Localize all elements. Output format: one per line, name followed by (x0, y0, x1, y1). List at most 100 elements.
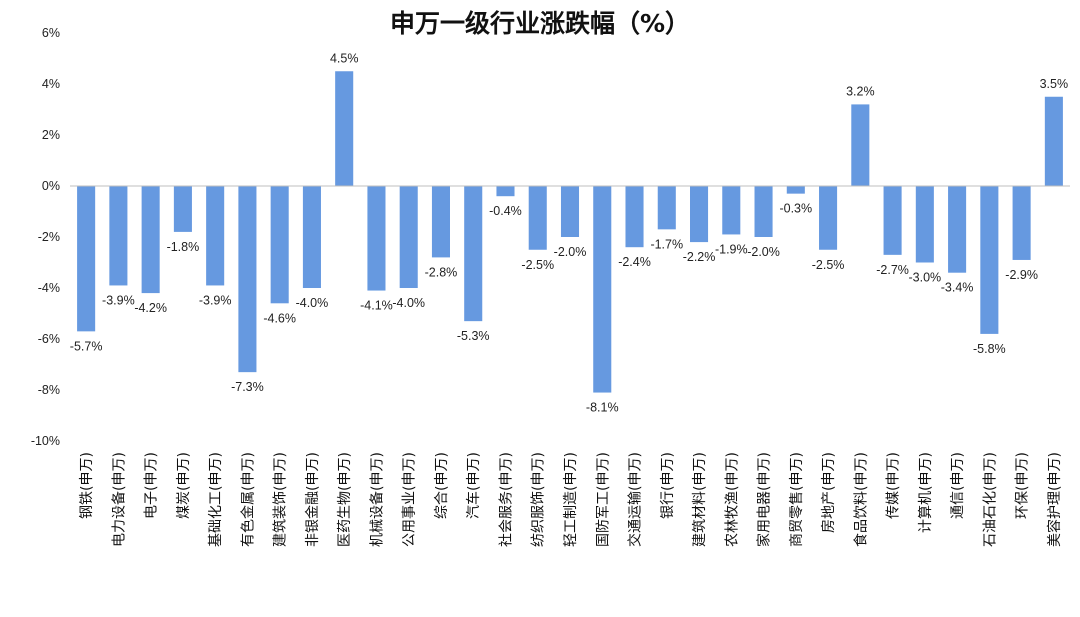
bar (690, 186, 709, 243)
data-label: -3.4% (941, 281, 974, 295)
bar (883, 186, 902, 255)
x-tick-label: 电力设备(申万) (110, 452, 127, 547)
data-label: -3.0% (909, 271, 942, 285)
x-tick-label: 房地产(申万) (821, 452, 837, 533)
x-tick-label: 商贸零售(申万) (789, 452, 805, 547)
data-label: -2.5% (812, 258, 845, 272)
bar (1044, 96, 1063, 186)
data-label: -5.3% (457, 329, 490, 343)
bar (206, 186, 225, 286)
bar (496, 186, 515, 197)
y-tick-label: 2% (42, 128, 60, 142)
bar (528, 186, 547, 250)
y-tick-label: 6% (42, 26, 60, 40)
bar (270, 186, 289, 304)
x-tick-label: 农林牧渔(申万) (724, 452, 740, 547)
x-tick-label: 传媒(申万) (886, 452, 902, 519)
bar (754, 186, 773, 237)
bar (302, 186, 321, 288)
x-tick-label: 钢铁(申万) (79, 452, 95, 519)
bar (109, 186, 128, 286)
x-tick-label: 非银金融(申万) (305, 452, 321, 547)
x-tick-label: 家用电器(申万) (756, 452, 773, 547)
bar (657, 186, 676, 230)
y-tick-label: -8% (38, 383, 60, 397)
bar (431, 186, 450, 258)
data-label: -2.7% (876, 263, 909, 277)
data-label: 3.5% (1040, 77, 1069, 91)
data-label: -7.3% (231, 380, 264, 394)
data-label: -8.1% (586, 401, 619, 415)
data-label: -2.0% (747, 245, 780, 259)
bar (238, 186, 257, 373)
data-label: -3.9% (199, 293, 232, 307)
x-tick-label: 机械设备(申万) (368, 452, 385, 547)
data-label: -2.2% (683, 250, 716, 264)
x-tick-label: 医药生物(申万) (337, 452, 353, 547)
y-tick-label: 0% (42, 179, 60, 193)
data-label: -5.7% (70, 339, 103, 353)
data-label: -3.9% (102, 293, 135, 307)
x-tick-label: 食品饮料(申万) (852, 452, 869, 547)
bar (915, 186, 934, 263)
x-tick-label: 通信(申万) (950, 452, 966, 519)
y-tick-label: -10% (31, 434, 60, 448)
x-tick-label: 建筑材料(申万) (692, 452, 708, 547)
data-label: -2.9% (1005, 268, 1038, 282)
x-tick-label: 交通运输(申万) (627, 452, 644, 547)
x-tick-label: 综合(申万) (434, 452, 450, 519)
bar (722, 186, 741, 235)
x-tick-label: 煤炭(申万) (176, 452, 192, 519)
data-label: -2.5% (521, 258, 554, 272)
bar (173, 186, 192, 232)
x-tick-label: 建筑装饰(申万) (273, 452, 289, 547)
x-tick-label: 公用事业(申万) (402, 452, 418, 547)
bar (593, 186, 612, 393)
bar (335, 71, 354, 186)
y-tick-label: -4% (38, 281, 60, 295)
y-tick-label: 4% (42, 77, 60, 91)
x-tick-label: 纺织服饰(申万) (531, 452, 547, 547)
data-label: 3.2% (846, 84, 875, 98)
data-label: -0.3% (779, 202, 812, 216)
x-tick-label: 汽车(申万) (465, 452, 482, 519)
bar (980, 186, 999, 334)
x-tick-label: 石油石化(申万) (982, 452, 998, 547)
data-label: -5.8% (973, 342, 1006, 356)
x-tick-label: 有色金属(申万) (239, 452, 256, 547)
data-label: -4.0% (296, 296, 329, 310)
bar (819, 186, 838, 250)
bar (786, 186, 805, 194)
data-label: -1.8% (167, 240, 200, 254)
data-label: -1.9% (715, 242, 748, 256)
x-tick-label: 轻工制造(申万) (563, 452, 579, 547)
data-label: -4.0% (392, 296, 425, 310)
bar (1012, 186, 1031, 260)
x-tick-label: 国防军工(申万) (595, 452, 611, 547)
bar (625, 186, 644, 248)
bar (948, 186, 967, 273)
bar (851, 104, 870, 186)
y-tick-label: -2% (38, 230, 60, 244)
data-label: -2.4% (618, 255, 651, 269)
bar (141, 186, 160, 294)
x-tick-label: 电子(申万) (144, 452, 160, 519)
data-label: -2.0% (554, 245, 587, 259)
x-tick-label: 美容护理(申万) (1046, 452, 1063, 547)
data-label: -4.2% (134, 301, 167, 315)
bar (77, 186, 96, 332)
data-label: -0.4% (489, 204, 522, 218)
data-label: 4.5% (330, 51, 359, 65)
bar (399, 186, 418, 288)
x-tick-label: 银行(申万) (660, 452, 676, 519)
bar (367, 186, 386, 291)
chart-title: 申万一级行业涨跌幅（%） (389, 9, 691, 38)
y-tick-label: -6% (38, 332, 60, 346)
x-tick-label: 基础化工(申万) (207, 452, 224, 547)
data-label: -4.1% (360, 299, 393, 313)
x-tick-label: 社会服务(申万) (498, 452, 514, 547)
x-tick-label: 计算机(申万) (918, 452, 934, 533)
data-label: -1.7% (650, 237, 683, 251)
data-label: -2.8% (425, 265, 458, 279)
